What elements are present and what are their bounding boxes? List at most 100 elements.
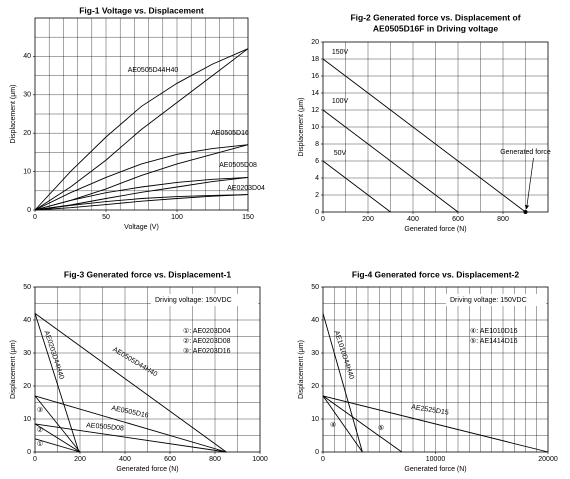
y-tick-label: 14 [311,90,319,97]
y-tick-label: 2 [315,192,319,199]
series-label: AE0505D08 [86,422,124,432]
x-tick-label: 150 [242,214,254,221]
series-line [322,313,363,453]
series-tag: ④ [330,421,336,429]
series-line [322,395,363,453]
y-tick-label: 0 [315,449,319,456]
series-label: AE0505D16 [211,130,249,137]
y-tick-label: 20 [23,383,31,390]
chart-title: AE0505D16F in Driving voltage [373,23,498,33]
series-tag: ① [37,440,43,448]
series-line [322,109,459,213]
x-tick-label: 200 [74,456,86,463]
x-tick-label: 600 [452,216,464,223]
y-tick-label: 30 [23,350,31,357]
y-axis-label: Displacement (μm) [298,340,305,399]
y-tick-label: 12 [311,107,319,114]
legend-entry: ③: AE0203D16 [183,347,231,355]
chart-title: Fig-3 Generated force vs. Displacement-1 [64,269,231,279]
series-line [34,176,249,211]
y-tick-label: 10 [23,416,31,423]
chart-title: Fig-1 Voltage vs. Displacement [79,5,204,15]
chart: Fig-4 Generated force vs. Displacement-2… [298,269,558,473]
y-tick-label: 50 [23,284,31,291]
series-tag: ⑤ [378,424,384,432]
series-line [322,395,549,453]
y-tick-label: 0 [27,449,31,456]
note: Driving voltage: 150VDC [450,297,527,304]
y-tick-label: 20 [23,130,31,137]
series-label: AE2525D15 [411,404,449,417]
series-tag: ③ [37,406,43,414]
legend-entry: ⑤: AE1414D16 [470,337,518,345]
x-tick-label: 0 [321,216,325,223]
note-box [151,294,258,306]
y-tick-label: 10 [23,168,31,175]
series-line [34,144,249,211]
series-label: 50V [334,150,347,157]
x-tick-label: 0 [33,456,37,463]
series-line [34,194,249,211]
series-line [34,395,81,453]
chart-title: Fig-4 Generated force vs. Displacement-2 [352,269,519,279]
x-tick-label: 200 [362,216,374,223]
series-return-line [34,194,249,211]
x-tick-label: 10000 [426,456,446,463]
y-tick-label: 6 [315,158,319,165]
x-tick-label: 400 [407,216,419,223]
x-tick-label: 400 [119,456,131,463]
series-label: AE1010D44H40 [333,330,355,380]
y-tick-label: 40 [23,53,31,60]
y-tick-label: 8 [315,141,319,148]
series-line [34,395,227,453]
series-line [34,438,81,453]
legend-entry: ①: AE0203D04 [183,327,231,335]
series-label: 150V [332,49,349,56]
series-label: AE0505D16 [111,405,149,420]
series-label: AE0505D08 [219,162,257,169]
y-tick-label: 50 [311,284,319,291]
y-tick-label: 10 [311,416,319,423]
x-tick-label: 800 [209,456,221,463]
chart: Fig-2 Generated force vs. Displacement o… [298,12,551,233]
x-tick-label: 0 [321,456,325,463]
annotation-point [523,210,528,214]
y-tick-label: 0 [315,209,319,216]
note: Driving voltage: 150VDC [155,297,232,304]
series-label: AE0203D04 [227,185,265,192]
y-tick-label: 10 [311,124,319,131]
y-tick-label: 0 [27,207,31,214]
series-line [34,48,249,211]
y-axis-label: Displacement (μm) [10,85,17,144]
x-tick-label: 20000 [538,456,558,463]
legend-entry: ②: AE0203D08 [183,337,231,345]
series-line [322,395,403,453]
series-label: 100V [332,98,349,105]
series-label: AE0505D44H40 [128,67,179,74]
plot-frame [34,286,261,453]
series-return-line [34,144,249,211]
y-tick-label: 16 [311,73,319,80]
chart: Fig-3 Generated force vs. Displacement-1… [10,269,268,473]
x-axis-label: Generated force (N) [404,226,466,233]
y-axis-label: Displacement (μm) [10,340,17,399]
series-tag: ② [37,426,43,434]
annotation-arrow [524,157,534,210]
series-return-line [34,176,249,211]
y-tick-label: 40 [311,317,319,324]
y-tick-label: 30 [23,92,31,99]
series-line [322,160,391,213]
chart: Fig-1 Voltage vs. Displacement 0 50 100 150 0… [10,5,265,231]
x-tick-label: 600 [164,456,176,463]
series-line [34,313,227,453]
y-tick-label: 20 [311,383,319,390]
x-tick-label: 1000 [252,456,268,463]
series-line [322,58,526,213]
x-tick-label: 50 [102,214,110,221]
series-return-line [34,48,249,211]
annotation: Generated force [500,149,551,156]
x-axis-label: Generated force (N) [404,466,466,473]
x-tick-label: 800 [497,216,509,223]
y-axis-label: Displacement (μm) [298,98,305,157]
